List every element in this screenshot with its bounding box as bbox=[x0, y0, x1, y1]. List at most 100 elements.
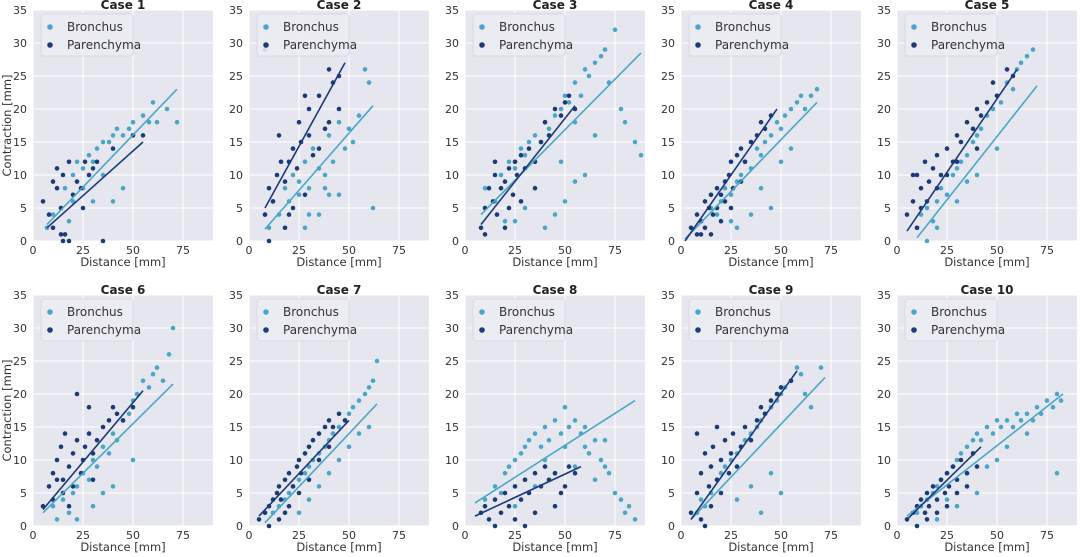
parenchyma-point bbox=[924, 517, 930, 522]
parenchyma-point bbox=[702, 199, 708, 204]
parenchyma-point bbox=[482, 232, 488, 237]
bronchus-point bbox=[302, 159, 308, 165]
bronchus-point bbox=[90, 503, 96, 509]
chart-title: Case 2 bbox=[317, 0, 362, 12]
parenchyma-point bbox=[60, 172, 66, 178]
bronchus-point bbox=[366, 80, 372, 85]
legend-label: Bronchus bbox=[67, 305, 123, 319]
bronchus-point bbox=[150, 371, 156, 377]
bronchus-point bbox=[1054, 470, 1060, 476]
parenchyma-point bbox=[718, 218, 724, 224]
legend-box bbox=[256, 298, 350, 342]
parenchyma-point bbox=[730, 431, 736, 436]
parenchyma-point bbox=[926, 503, 932, 509]
chart-panel: 0 25 50 75 0 5 10 15 20 25 30 35 Bronchus Parenchyma C… bbox=[445, 283, 645, 554]
parenchyma-point bbox=[946, 484, 952, 489]
chart-title: Case 3 bbox=[533, 0, 578, 12]
y-tick-label: 20 bbox=[445, 103, 459, 116]
legend-label: Bronchus bbox=[67, 20, 123, 34]
parenchyma-point bbox=[316, 146, 322, 151]
bronchus-point bbox=[758, 185, 764, 191]
bronchus-point bbox=[578, 93, 584, 99]
bronchus-point bbox=[788, 146, 794, 151]
bronchus-point bbox=[970, 437, 976, 443]
parenchyma-point bbox=[294, 464, 300, 469]
bronchus-point bbox=[110, 484, 116, 489]
bronchus-point bbox=[140, 113, 146, 118]
bronchus-point bbox=[356, 113, 362, 118]
bronchus-point bbox=[954, 166, 960, 171]
bronchus-point bbox=[70, 490, 76, 496]
x-axis-label: Distance [mm] bbox=[944, 255, 1029, 269]
parenchyma-point bbox=[502, 179, 508, 184]
x-axis-label: Distance [mm] bbox=[728, 540, 813, 554]
bronchus-point bbox=[362, 67, 368, 72]
bronchus-point bbox=[586, 451, 592, 456]
bronchus-point bbox=[782, 113, 788, 118]
bronchus-point bbox=[366, 424, 372, 430]
bronchus-point bbox=[602, 437, 608, 443]
parenchyma-point bbox=[778, 385, 784, 390]
bronchus-point bbox=[1024, 53, 1030, 59]
parenchyma-point bbox=[506, 166, 512, 171]
bronchus-point bbox=[1018, 60, 1024, 66]
parenchyma-point bbox=[934, 510, 940, 516]
x-tick-label: 25 bbox=[292, 244, 306, 257]
parenchyma-point bbox=[552, 470, 558, 476]
y-tick-label: 10 bbox=[661, 169, 675, 182]
parenchyma-point bbox=[478, 225, 484, 231]
bronchus-point bbox=[50, 212, 56, 217]
parenchyma-point bbox=[80, 205, 86, 211]
parenchyma-point bbox=[286, 503, 292, 509]
parenchyma-point bbox=[572, 470, 578, 476]
bronchus-point bbox=[296, 510, 302, 516]
parenchyma-point bbox=[326, 418, 332, 423]
bronchus-point bbox=[632, 139, 638, 145]
y-tick-label: 0 bbox=[452, 520, 459, 533]
x-tick-label: 75 bbox=[824, 529, 838, 542]
bronchus-point bbox=[80, 166, 86, 171]
bronchus-point bbox=[1014, 411, 1020, 417]
parenchyma-point bbox=[522, 523, 528, 529]
legend-label: Bronchus bbox=[499, 305, 555, 319]
bronchus-point bbox=[286, 490, 292, 496]
bronchus-point bbox=[994, 457, 1000, 463]
parenchyma-point bbox=[512, 159, 518, 165]
legend-label: Parenchyma bbox=[715, 38, 789, 52]
bronchus-point bbox=[612, 490, 618, 496]
x-tick-label: 0 bbox=[678, 244, 685, 257]
parenchyma-point bbox=[310, 437, 316, 443]
parenchyma-point bbox=[708, 232, 714, 237]
legend-box bbox=[688, 13, 782, 57]
y-tick-label: 25 bbox=[229, 355, 243, 368]
legend-box bbox=[688, 298, 782, 342]
y-tick-label: 10 bbox=[877, 454, 891, 467]
x-tick-label: 50 bbox=[126, 529, 140, 542]
bronchus-point bbox=[964, 444, 970, 450]
bronchus-point bbox=[598, 457, 604, 463]
parenchyma-point bbox=[498, 510, 504, 516]
parenchyma-point bbox=[728, 159, 734, 165]
legend-label: Parenchyma bbox=[283, 38, 357, 52]
parenchyma-point bbox=[74, 179, 80, 184]
bronchus-point bbox=[502, 218, 508, 224]
parenchyma-point bbox=[82, 159, 88, 165]
parenchyma-point bbox=[910, 199, 916, 204]
parenchyma-point bbox=[294, 166, 300, 171]
x-tick-label: 25 bbox=[292, 529, 306, 542]
bronchus-fit-line bbox=[690, 376, 826, 520]
bronchus-point bbox=[330, 159, 336, 165]
x-tick-label: 0 bbox=[462, 244, 469, 257]
y-tick-label: 25 bbox=[877, 355, 891, 368]
bronchus-point bbox=[518, 451, 524, 456]
bronchus-point bbox=[698, 497, 704, 502]
bronchus-point bbox=[306, 185, 312, 191]
parenchyma-point bbox=[486, 185, 492, 191]
x-tick-label: 75 bbox=[824, 244, 838, 257]
parenchyma-point bbox=[708, 503, 714, 509]
legend-marker bbox=[911, 309, 917, 315]
legend-marker bbox=[479, 309, 485, 315]
parenchyma-point bbox=[262, 212, 268, 217]
bronchus-point bbox=[350, 139, 356, 145]
legend-marker bbox=[695, 42, 701, 48]
